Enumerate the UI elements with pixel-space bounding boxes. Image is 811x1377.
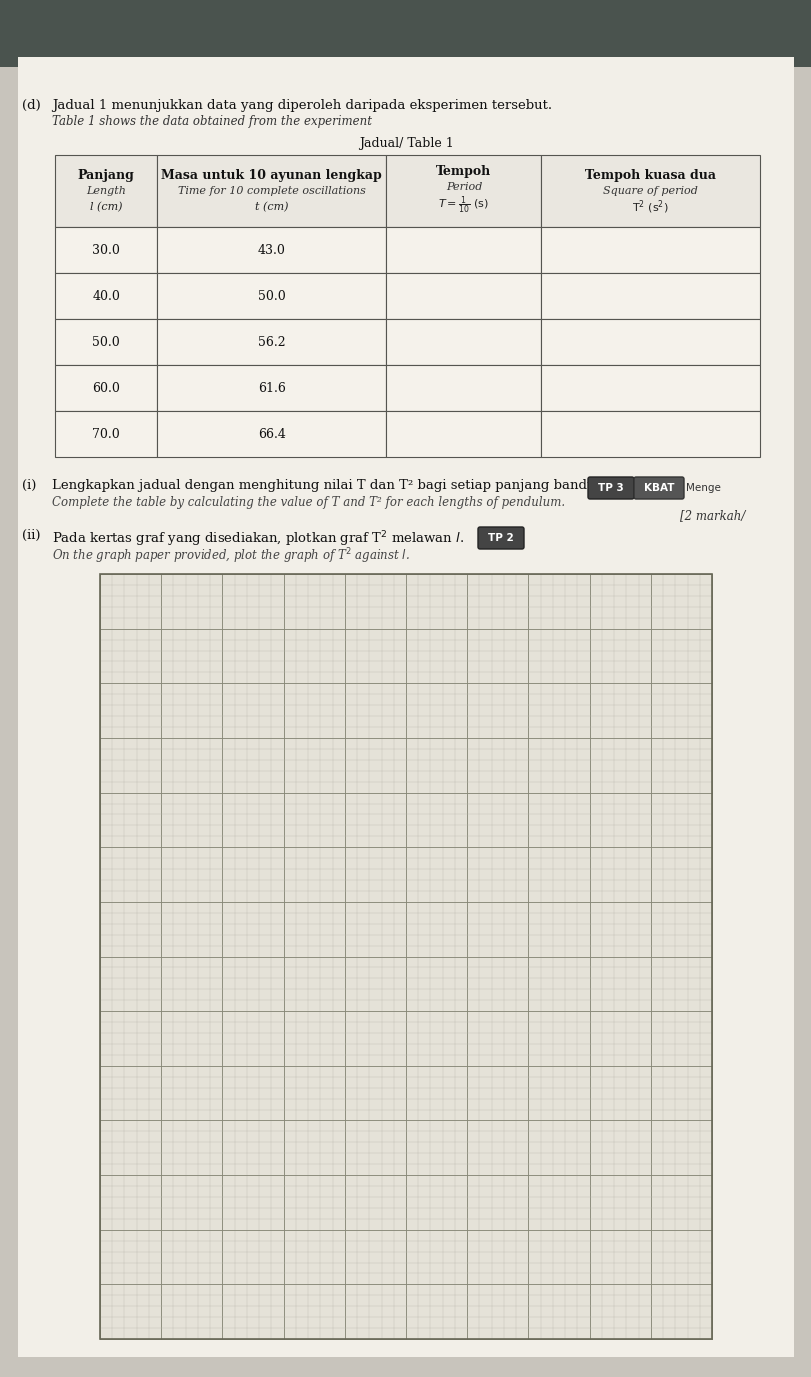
Bar bbox=[386, 410, 541, 457]
Text: Pada kertas graf yang disediakan, plotkan graf T$^2$ melawan $l$.: Pada kertas graf yang disediakan, plotka… bbox=[52, 529, 464, 548]
Bar bbox=[100, 574, 711, 1338]
Bar bbox=[157, 227, 386, 273]
Bar bbox=[541, 319, 759, 365]
Bar bbox=[386, 319, 541, 365]
Text: 43.0: 43.0 bbox=[258, 244, 285, 256]
Text: Tempoh kuasa dua: Tempoh kuasa dua bbox=[585, 168, 715, 182]
Text: T$^2$ (s$^2$): T$^2$ (s$^2$) bbox=[632, 198, 668, 216]
Text: Panjang: Panjang bbox=[78, 168, 135, 182]
Bar bbox=[386, 156, 541, 227]
Text: TP 3: TP 3 bbox=[598, 483, 623, 493]
Text: Table 1 shows the data obtained from the experiment: Table 1 shows the data obtained from the… bbox=[52, 116, 371, 128]
Bar bbox=[386, 273, 541, 319]
Text: Complete the table by calculating the value of T and T² for each lengths of pend: Complete the table by calculating the va… bbox=[52, 496, 564, 509]
Bar bbox=[157, 410, 386, 457]
Text: Time for 10 complete oscillations: Time for 10 complete oscillations bbox=[178, 186, 365, 196]
Text: Length: Length bbox=[86, 186, 126, 196]
Text: KBAT: KBAT bbox=[643, 483, 673, 493]
FancyBboxPatch shape bbox=[633, 476, 683, 498]
Text: Square of period: Square of period bbox=[603, 186, 697, 196]
Bar bbox=[157, 273, 386, 319]
Text: Masa untuk 10 ayunan lengkap: Masa untuk 10 ayunan lengkap bbox=[161, 168, 382, 182]
Bar bbox=[386, 227, 541, 273]
Bar bbox=[386, 365, 541, 410]
Text: 60.0: 60.0 bbox=[92, 381, 120, 394]
Text: Tempoh: Tempoh bbox=[436, 164, 491, 178]
Bar bbox=[55, 156, 157, 227]
Bar bbox=[100, 574, 711, 1338]
Bar bbox=[157, 319, 386, 365]
FancyBboxPatch shape bbox=[587, 476, 633, 498]
Text: (ii): (ii) bbox=[22, 529, 41, 543]
Bar bbox=[541, 227, 759, 273]
Text: Jadual 1 menunjukkan data yang diperoleh daripada eksperimen tersebut.: Jadual 1 menunjukkan data yang diperoleh… bbox=[52, 99, 551, 112]
Bar bbox=[157, 365, 386, 410]
FancyBboxPatch shape bbox=[478, 527, 523, 549]
Bar bbox=[157, 156, 386, 227]
Bar bbox=[541, 273, 759, 319]
Text: 61.6: 61.6 bbox=[258, 381, 285, 394]
Text: 56.2: 56.2 bbox=[258, 336, 285, 348]
Bar bbox=[55, 365, 157, 410]
Text: (d): (d) bbox=[22, 99, 41, 112]
Text: 66.4: 66.4 bbox=[258, 427, 285, 441]
Text: Lengkapkan jadual dengan menghitung nilai T dan T² bagi setiap panjang bandul.: Lengkapkan jadual dengan menghitung nila… bbox=[52, 479, 603, 492]
Text: 50.0: 50.0 bbox=[258, 289, 285, 303]
Bar bbox=[541, 365, 759, 410]
Text: Period: Period bbox=[445, 182, 482, 191]
Text: Jadual/ Table 1: Jadual/ Table 1 bbox=[358, 136, 453, 150]
Bar bbox=[55, 227, 157, 273]
Text: t (cm): t (cm) bbox=[255, 202, 288, 212]
Text: [2 markah/: [2 markah/ bbox=[679, 509, 744, 522]
Bar bbox=[541, 156, 759, 227]
Text: 50.0: 50.0 bbox=[92, 336, 120, 348]
Bar bbox=[55, 319, 157, 365]
Text: 70.0: 70.0 bbox=[92, 427, 120, 441]
Bar bbox=[55, 273, 157, 319]
Text: On the graph paper provided, plot the graph of T$^2$ against $l$.: On the graph paper provided, plot the gr… bbox=[52, 547, 410, 566]
Text: l (cm): l (cm) bbox=[90, 202, 122, 212]
Text: TP 2: TP 2 bbox=[487, 533, 513, 543]
Bar bbox=[541, 410, 759, 457]
Text: $T = \frac{1}{10}$ (s): $T = \frac{1}{10}$ (s) bbox=[438, 194, 489, 216]
Bar bbox=[0, 0, 811, 67]
Text: Menge: Menge bbox=[685, 483, 720, 493]
Text: 30.0: 30.0 bbox=[92, 244, 120, 256]
Text: (i): (i) bbox=[22, 479, 36, 492]
Text: 40.0: 40.0 bbox=[92, 289, 120, 303]
Bar bbox=[55, 410, 157, 457]
